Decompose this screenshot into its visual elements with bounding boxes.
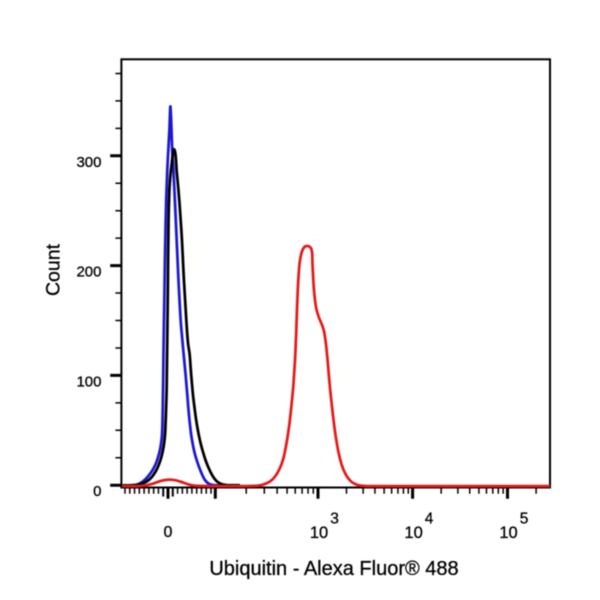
svg-text:Count: Count xyxy=(43,243,65,296)
svg-text:4: 4 xyxy=(425,511,434,528)
svg-text:10: 10 xyxy=(310,524,328,542)
svg-text:300: 300 xyxy=(76,154,101,171)
svg-text:0: 0 xyxy=(164,524,173,541)
svg-text:200: 200 xyxy=(76,264,101,281)
svg-text:5: 5 xyxy=(520,511,529,528)
svg-text:3: 3 xyxy=(330,511,339,528)
svg-text:10: 10 xyxy=(404,524,422,542)
svg-text:10: 10 xyxy=(499,524,517,542)
svg-text:100: 100 xyxy=(76,373,101,390)
svg-text:Ubiquitin - Alexa Fluor® 488: Ubiquitin - Alexa Fluor® 488 xyxy=(209,558,458,580)
svg-text:0: 0 xyxy=(93,483,101,500)
